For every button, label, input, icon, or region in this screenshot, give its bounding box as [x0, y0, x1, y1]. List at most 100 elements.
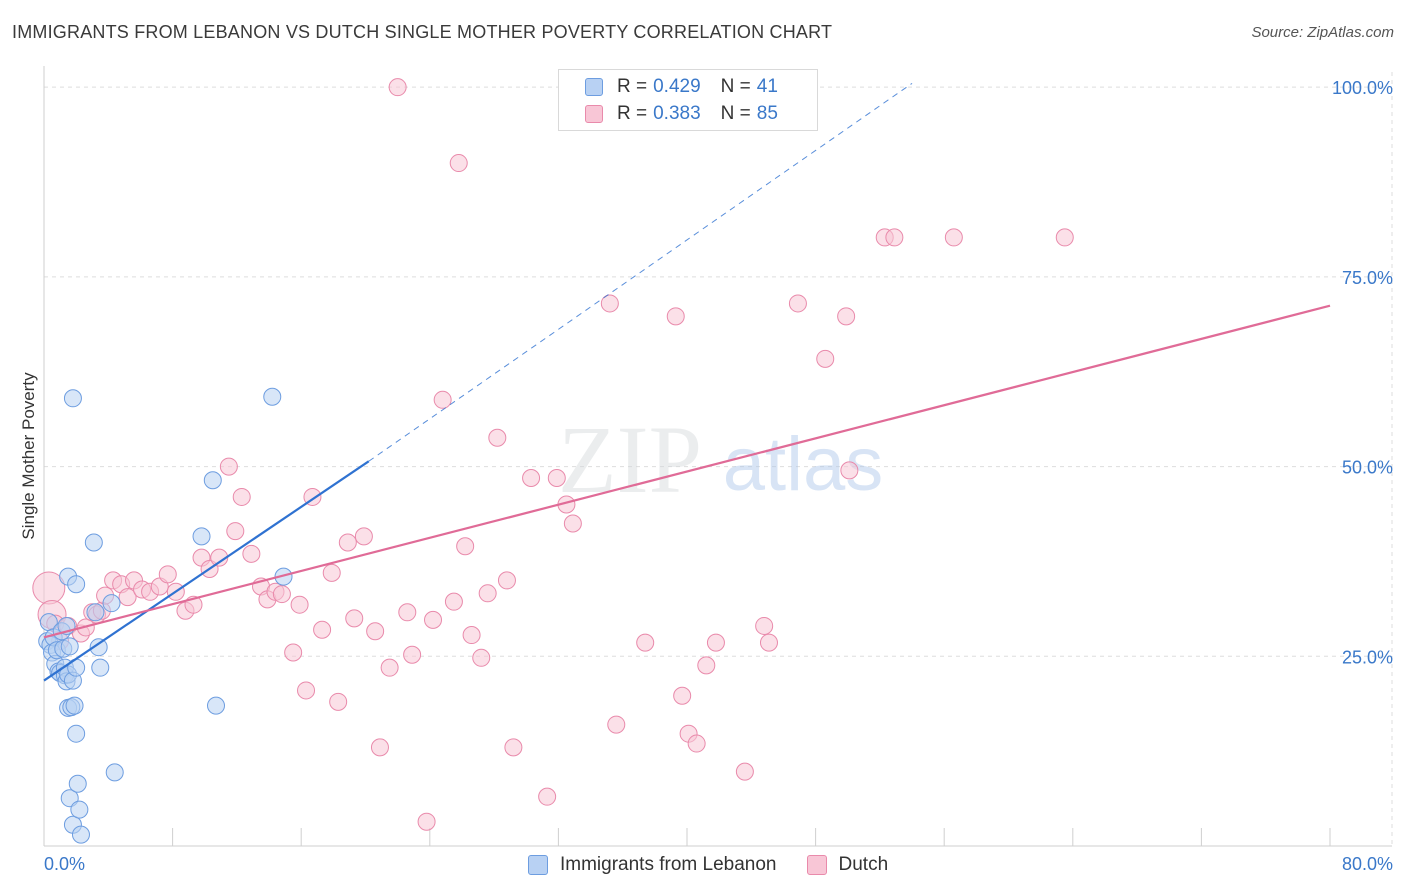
correlation-legend: R = 0.429 N = 41 R = 0.383 N = 85	[558, 69, 818, 131]
dutch-point	[424, 610, 443, 629]
dutch-point	[388, 78, 407, 97]
watermark-atlas: atlas	[723, 422, 884, 507]
dutch-point	[759, 633, 778, 652]
legend-n-label: N =	[720, 103, 751, 124]
dutch-point	[398, 603, 417, 622]
dutch-point	[433, 390, 452, 409]
chart-title: IMMIGRANTS FROM LEBANON VS DUTCH SINGLE …	[12, 22, 833, 42]
tick-labels: 25.0% 50.0% 75.0% 100.0% 0.0% 80.0%	[44, 78, 1393, 874]
legend-r-value-dutch: 0.383	[653, 103, 701, 124]
dutch-point	[403, 645, 422, 664]
dutch-point	[219, 457, 238, 476]
lebanon-point	[70, 800, 89, 819]
dutch-point	[497, 571, 516, 590]
lebanon-trendline	[43, 460, 370, 682]
lebanon-point	[60, 637, 79, 656]
lebanon-point	[207, 696, 226, 715]
legend-swatch-lebanon	[585, 78, 603, 96]
dutch-point	[547, 468, 566, 487]
legend-swatch-dutch	[806, 855, 827, 875]
lebanon-point	[105, 763, 124, 782]
legend-r-label: R =	[617, 76, 648, 97]
legend-label-dutch: Dutch	[838, 854, 889, 875]
lebanon-point	[203, 471, 222, 490]
dutch-point	[563, 514, 582, 533]
lebanon-point	[65, 696, 84, 715]
dutch-point	[313, 620, 332, 639]
x-tick-label: 80.0%	[1342, 854, 1393, 874]
y-axis-label: Single Mother Poverty	[19, 372, 38, 540]
watermark: ZIP atlas	[558, 406, 883, 513]
dutch-point	[232, 487, 251, 506]
lebanon-point	[84, 533, 103, 552]
lebanon-point	[67, 575, 86, 594]
lebanon-points	[38, 387, 293, 844]
dutch-points	[32, 78, 1074, 831]
dutch-point	[1055, 228, 1074, 247]
legend-swatch-lebanon	[528, 855, 548, 875]
dutch-point	[226, 522, 245, 541]
legend-item-lebanon[interactable]: Immigrants from Lebanon	[528, 854, 777, 876]
source-label: Source: ZipAtlas.com	[1251, 24, 1394, 41]
dutch-point	[666, 307, 685, 326]
dutch-point	[687, 734, 706, 753]
dutch-point	[118, 588, 137, 607]
dutch-point	[297, 681, 316, 700]
lebanon-point	[86, 603, 105, 622]
legend-item-dutch[interactable]: Dutch	[806, 854, 889, 876]
x-tick-label: 0.0%	[44, 854, 85, 874]
legend-n-label: N =	[720, 76, 751, 97]
dutch-point	[697, 656, 716, 675]
y-tick-label: 50.0%	[1342, 458, 1393, 478]
legend-n-value-lebanon: 41	[756, 76, 778, 97]
legend-swatch-dutch	[585, 105, 603, 123]
dutch-trendline	[43, 304, 1331, 639]
dutch-point	[478, 584, 497, 603]
dutch-point	[380, 658, 399, 677]
legend-r-label: R =	[617, 103, 648, 124]
lebanon-point	[263, 387, 282, 406]
dutch-point	[370, 738, 389, 757]
dutch-point	[607, 715, 626, 734]
dutch-point	[444, 592, 463, 611]
dutch-point	[449, 154, 468, 173]
lebanon-point	[102, 594, 121, 613]
legend-r-value-lebanon: 0.429	[653, 76, 701, 97]
y-tick-label: 100.0%	[1332, 78, 1393, 98]
dutch-point	[788, 294, 807, 313]
legend-row-dutch: R = 0.383 N = 85	[585, 101, 778, 127]
dutch-point	[472, 648, 491, 667]
watermark-zip: ZIP	[558, 406, 702, 513]
dutch-point	[600, 294, 619, 313]
legend-row-lebanon: R = 0.429 N = 41	[585, 74, 778, 100]
dutch-point	[242, 544, 261, 563]
lebanon-point	[89, 638, 108, 657]
dutch-point	[837, 307, 856, 326]
axes	[43, 66, 1392, 847]
dutch-point	[488, 428, 507, 447]
dutch-point	[462, 626, 481, 645]
dutch-point	[329, 692, 348, 711]
dutch-point	[417, 812, 436, 831]
lebanon-point	[71, 825, 90, 844]
lebanon-point	[91, 658, 110, 677]
dutch-point	[706, 633, 725, 652]
dutch-point	[456, 537, 475, 556]
dutch-point	[522, 468, 541, 487]
dutch-point	[338, 533, 357, 552]
dutch-point	[755, 616, 774, 635]
dutch-point	[345, 609, 364, 628]
dutch-point	[158, 565, 177, 584]
dutch-point	[322, 563, 341, 582]
lebanon-trend-extension	[368, 82, 913, 462]
lebanon-point	[67, 724, 86, 743]
trendlines	[43, 82, 1331, 682]
dutch-point	[284, 643, 303, 662]
dutch-point	[735, 762, 754, 781]
lebanon-point	[192, 527, 211, 546]
dutch-point	[673, 686, 692, 705]
dutch-point	[885, 228, 904, 247]
dutch-point	[354, 527, 373, 546]
dutch-point	[944, 228, 963, 247]
